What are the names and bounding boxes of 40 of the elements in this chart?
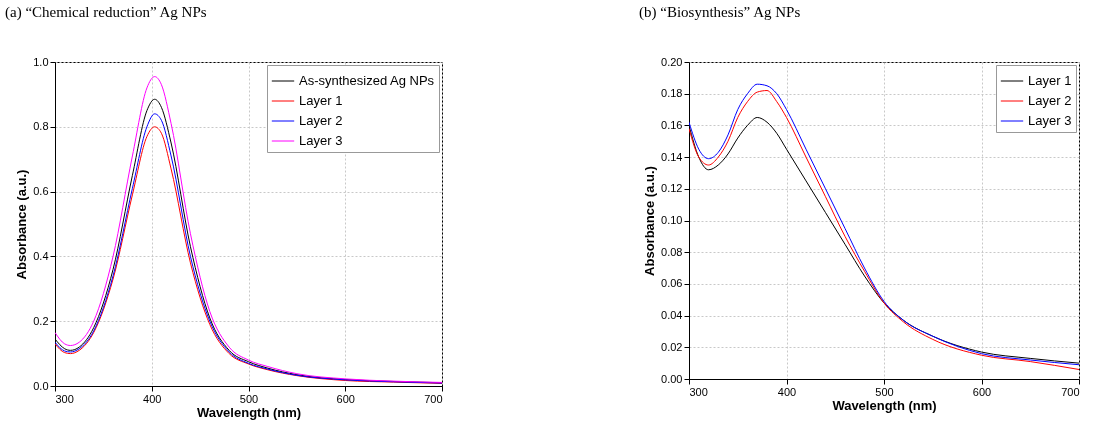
x-tick-label: 700 bbox=[1061, 385, 1080, 398]
y-tick-label: 0.16 bbox=[661, 118, 683, 131]
x-tick-label: 400 bbox=[143, 392, 162, 405]
y-tick-label: 1.0 bbox=[33, 55, 49, 68]
x-tick-label: 600 bbox=[336, 392, 355, 405]
x-tick-label: 400 bbox=[777, 385, 797, 398]
legend-label: Layer 2 bbox=[1028, 93, 1072, 108]
y-tick-label: 0.20 bbox=[661, 55, 683, 68]
y-tick-label: 0.12 bbox=[661, 182, 683, 195]
x-tick-label: 600 bbox=[972, 385, 992, 398]
x-axis-title: Wavelength (nm) bbox=[196, 404, 302, 420]
x-tick-label: 300 bbox=[55, 392, 74, 405]
x-tick-label: 700 bbox=[424, 392, 443, 405]
legend-label: Layer 1 bbox=[1028, 73, 1072, 88]
legend-label: As-synthesized Ag NPs bbox=[299, 73, 435, 88]
y-tick-label: 0.2 bbox=[33, 314, 49, 327]
y-tick-label: 0.18 bbox=[661, 87, 683, 100]
x-axis-title: Wavelength (nm) bbox=[832, 397, 937, 413]
chart-title: (a) “Chemical reduction” Ag NPs bbox=[5, 4, 207, 21]
legend-label: Layer 1 bbox=[299, 93, 343, 108]
legend-label: Layer 2 bbox=[299, 113, 343, 128]
y-tick-label: 0.08 bbox=[661, 245, 683, 258]
x-tick-label: 300 bbox=[689, 385, 708, 398]
y-axis-title: Absorbance (a.u.) bbox=[642, 166, 658, 276]
x-tick-label: 500 bbox=[875, 385, 894, 398]
legend-label: Layer 3 bbox=[299, 133, 343, 148]
y-tick-label: 0.04 bbox=[661, 309, 683, 322]
legend-label: Layer 3 bbox=[1028, 113, 1072, 128]
y-tick-label: 0.06 bbox=[661, 277, 683, 290]
y-axis-title: Absorbance (a.u.) bbox=[14, 169, 30, 280]
y-tick-label: 0.4 bbox=[33, 249, 49, 262]
y-tick-label: 0.00 bbox=[661, 372, 683, 385]
y-tick-label: 0.0 bbox=[33, 379, 49, 392]
y-tick-label: 0.14 bbox=[661, 150, 683, 163]
y-tick-label: 0.8 bbox=[33, 120, 49, 133]
y-tick-label: 0.6 bbox=[33, 185, 49, 198]
chart-title: (b) “Biosynthesis” Ag NPs bbox=[639, 4, 801, 21]
y-tick-label: 0.10 bbox=[661, 214, 683, 226]
x-tick-label: 500 bbox=[239, 392, 259, 405]
y-tick-label: 0.02 bbox=[661, 340, 683, 353]
